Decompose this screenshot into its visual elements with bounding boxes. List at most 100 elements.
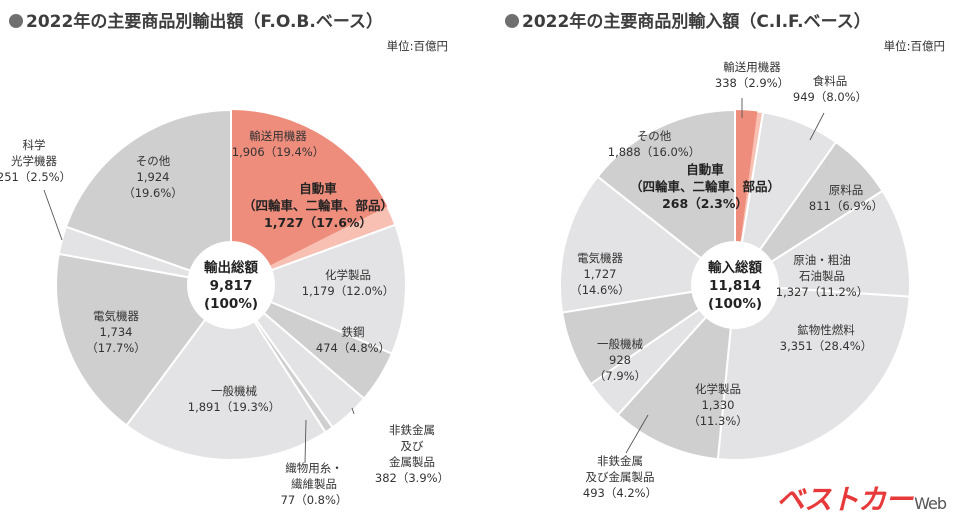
slice-label-imp-chem: 化学製品 1,330 （11.3%） [688,382,748,428]
slice-label-line: 一般機械 [211,384,257,398]
slice-label-imp-food: 食料品 949（8.0%） [793,74,867,104]
pie-slice [64,108,232,287]
slice-label-exp-transport: 輸送用機器 1,906（19.4%） [232,129,324,159]
leader-line [43,189,63,241]
pie-slice [228,223,407,356]
slice-label-line: 1,734 [100,325,133,339]
slice-label-line: 338（2.9%） [715,76,789,90]
total-label-line: 11,814 [709,278,761,294]
slice-label-line: 251（2.5%） [0,170,71,184]
pie-center-disc [187,241,275,329]
pie-slice [55,252,233,427]
slice-label-line: 1,906（19.4%） [232,145,324,159]
slice-label-line: その他 [136,154,171,168]
slice-label-line: （7.9%） [594,369,646,383]
slice-label-line: 1,327（11.2%） [776,285,868,299]
slice-label-line: 1,330 [702,398,735,412]
chart-title: 2022年の主要商品別輸入額（C.I.F.ベース） [522,11,871,32]
pie-slice [616,282,737,461]
slice-label-line: 3,351（28.4%） [780,339,872,353]
pie-slice [596,108,736,288]
leader-line [351,407,355,415]
slice-label-line: 1,727 [584,267,617,281]
slice-label-exp-chem: 化学製品 1,179（12.0%） [302,268,394,298]
leader-line [625,414,649,454]
slice-label-exp-steel: 鉄鋼 474（4.8%） [316,325,390,355]
leader-line [809,112,825,141]
slice-label-line: 電気機器 [93,309,139,323]
title-bullet-icon [9,14,23,28]
pie-slices [55,108,407,461]
slice-label-line: 化学製品 [695,382,741,396]
pie-slice [731,189,911,298]
slice-label-line: 非鉄金属 [597,454,643,468]
slice-label-line: 輸送用機器 [249,129,307,143]
slice-label-line: （14.6%） [570,283,630,297]
slice-label-imp-raw: 原料品 811（6.9%） [809,183,883,213]
slice-label-line: 自動車 [686,162,724,177]
slice-label-line: 77（0.8%） [281,493,348,507]
slice-label-line: 及び金属製品 [586,470,655,484]
slice-label-exp-electric: 電気機器 1,734 （17.7%） [86,309,146,355]
unit-label: 単位:百億円 [884,39,945,53]
chart-title: 2022年の主要商品別輸出額（F.O.B.ベース） [26,11,383,32]
slice-label-line: 1,727（17.6%） [264,215,372,230]
slice-label-line: 科学 [23,138,46,152]
slice-label-line: 光学機器 [11,154,57,168]
slice-label-imp-other: その他 1,888（16.0%） [608,129,700,159]
slice-label-line: 949（8.0%） [793,90,867,104]
slice-label-imp-fuel: 鉱物性燃料 3,351（28.4%） [780,323,872,353]
slice-label-line: 輸送用機器 [723,60,781,74]
slice-label-line: （四輪車、二輪車、部品） [630,179,780,194]
slice-label-line: 1,179（12.0%） [302,284,394,298]
slice-label-imp-machinery: 一般機械 928 （7.9%） [594,337,646,383]
slice-label-line: 268（2.3%） [662,196,748,211]
slice-label-line: 石油製品 [799,269,845,283]
slice-label-line: 非鉄金属 [389,423,435,437]
slice-label-line: 382（3.9%） [375,471,449,485]
slice-label-line: 鉱物性燃料 [797,323,855,337]
bestcar-web-logo: ベストカー Web [776,478,947,518]
slice-label-line: （11.3%） [688,414,748,428]
slice-label-line: 928 [609,353,631,367]
slice-label-exp-other: その他 1,924 （19.6%） [123,154,183,200]
slice-label-line: 493（4.2%） [583,486,657,500]
slice-label-line: 1,891（19.3%） [188,400,280,414]
pie-slices [559,108,911,461]
watermark-suffix: Web [914,494,947,513]
total-label-line: 9,817 [210,278,253,294]
pie-center-disc [691,241,779,329]
slice-label-line: 及び [401,439,424,453]
slice-label-line: 鉄鋼 [342,325,365,339]
pie-slice [125,283,327,461]
slice-label-line: （四輪車、二輪車、部品） [243,198,393,213]
slice-label-line: 原料品 [829,183,864,197]
total-label-line: (100%) [708,296,762,312]
slice-label-line: （19.6%） [123,186,183,200]
slice-label-imp-transport: 輸送用機器 338（2.9%） [715,60,789,90]
slice-label-exp-auto: 自動車 （四輪車、二輪車、部品） 1,727（17.6%） [243,181,393,230]
slice-label-line: （17.7%） [86,341,146,355]
slice-label-line: その他 [637,129,672,143]
slice-label-exp-textile: 織物用糸・繊維製品 77（0.8%） [281,461,348,507]
slice-label-line: 電気機器 [577,251,623,265]
pie-sub-slice-automobiles [735,110,758,285]
slice-label-imp-electric: 電気機器 1,727 （14.6%） [570,251,630,297]
slice-label-line: 自動車 [299,181,337,196]
slice-label-line: 繊維製品 [291,477,337,491]
total-label-line: 輸出総額 [204,259,258,276]
slice-label-line: 織物用糸・ [285,461,343,475]
unit-label: 単位:百億円 [387,39,448,53]
leader-line [304,419,307,464]
slice-label-line: 金属製品 [389,455,435,469]
slice-label-line: 1,888（16.0%） [608,145,700,159]
watermark-brand: ベストカー [776,483,914,516]
slice-label-line: 一般機械 [597,337,643,351]
